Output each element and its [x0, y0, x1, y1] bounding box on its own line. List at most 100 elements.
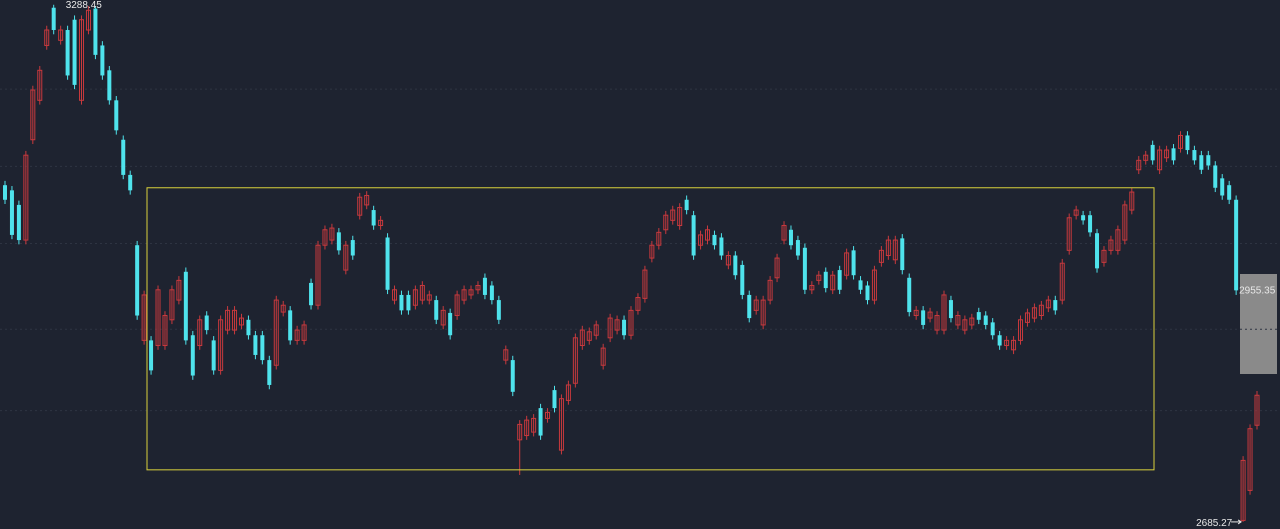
candle-body — [1177, 134, 1183, 149]
candle-body — [1045, 299, 1051, 309]
candle-body — [774, 257, 780, 279]
candle-body — [781, 224, 787, 241]
candle-body — [350, 240, 355, 256]
candle-body — [44, 29, 50, 46]
candle-body — [1136, 159, 1142, 171]
candle-body — [545, 411, 551, 419]
high-label: 3288.45 — [66, 0, 103, 11]
candle-body — [538, 408, 543, 436]
candle-body — [524, 419, 530, 437]
candle-body — [1171, 148, 1176, 161]
candle-body — [1143, 154, 1149, 161]
candle-body — [315, 244, 321, 306]
candle-body — [37, 69, 43, 101]
candle-body — [684, 199, 689, 211]
candle-body — [197, 319, 203, 347]
candle-body — [871, 269, 877, 301]
candle-body — [419, 285, 425, 301]
candle-body — [85, 9, 91, 31]
candle-body — [190, 335, 195, 376]
candle-body — [392, 289, 398, 301]
candle-body — [628, 309, 634, 336]
candle-body — [1227, 185, 1232, 200]
candle-body — [990, 322, 995, 336]
candle-body — [72, 19, 77, 85]
candle-body — [51, 7, 56, 31]
candle-body — [135, 245, 140, 316]
candle-body — [107, 70, 112, 101]
candle-body — [844, 252, 850, 276]
candle-body — [705, 229, 711, 241]
candle-body — [329, 227, 335, 241]
candle-body — [503, 349, 509, 361]
candle-body — [475, 285, 481, 291]
candle-body — [600, 347, 606, 366]
candle-body — [364, 194, 370, 206]
candle-body — [788, 229, 793, 246]
candle-body — [468, 289, 474, 296]
candle-body — [141, 294, 147, 341]
candle-body — [288, 310, 293, 341]
candle-body — [301, 324, 307, 341]
candle-body — [802, 247, 807, 290]
candle-body — [426, 294, 432, 301]
candle-body — [412, 289, 418, 306]
candle-body — [225, 309, 231, 331]
candle-body — [934, 315, 940, 331]
candle-body — [712, 234, 717, 246]
candle-body — [691, 215, 696, 256]
candle-body — [962, 319, 968, 331]
candle-body — [858, 280, 863, 290]
candle-body — [607, 317, 613, 339]
candle-body — [9, 190, 14, 235]
candle-body — [357, 196, 363, 216]
candle-body — [58, 29, 64, 41]
candle-body — [114, 100, 119, 131]
candle-body — [253, 335, 258, 355]
candle-body — [983, 315, 988, 325]
candle-body — [927, 311, 933, 319]
candle-body — [30, 89, 36, 141]
candle-body — [176, 279, 182, 301]
candle-body — [385, 237, 390, 290]
candle-body — [572, 337, 578, 384]
candle-body — [837, 270, 842, 290]
candle-body — [434, 300, 439, 320]
candle-body — [1031, 307, 1037, 319]
candle-body — [1095, 233, 1100, 269]
candle-body — [93, 8, 98, 55]
candle-body — [1247, 428, 1253, 491]
candle-body — [649, 244, 655, 259]
candle-body — [343, 244, 349, 271]
candle-body — [294, 329, 300, 341]
last-label: 2955.35 — [1239, 285, 1276, 296]
candle-body — [921, 310, 926, 325]
candle-body — [260, 335, 265, 361]
candle-body — [149, 340, 154, 371]
candle-body — [955, 315, 961, 326]
candle-body — [1213, 165, 1218, 188]
candle-body — [851, 250, 856, 276]
candle-body — [1115, 229, 1121, 251]
candle-body — [517, 423, 523, 441]
candle-body — [461, 289, 467, 301]
low-arrow-head — [1237, 519, 1242, 525]
candle-body — [719, 237, 724, 256]
candle-body — [1220, 178, 1225, 196]
candle-body — [128, 174, 133, 191]
candle-body — [997, 335, 1002, 346]
candle-body — [663, 214, 669, 231]
candle-body — [900, 238, 905, 271]
candle-body — [1199, 155, 1204, 170]
candle-body — [642, 269, 648, 299]
candle-body — [1185, 135, 1190, 151]
candle-body — [155, 289, 161, 347]
candle-body — [670, 209, 676, 221]
candle-body — [1206, 155, 1211, 166]
candle-body — [635, 297, 641, 311]
candle-body — [976, 312, 981, 320]
candle-body — [121, 139, 126, 175]
candle-body — [767, 279, 773, 301]
candle-body — [1192, 150, 1197, 161]
